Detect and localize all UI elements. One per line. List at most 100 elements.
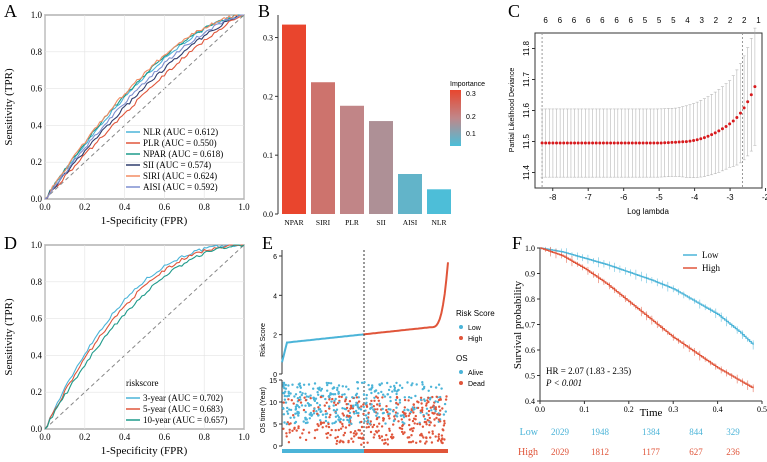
panel-c-point: [594, 141, 598, 145]
panel-e-os-point: [403, 396, 406, 399]
panel-e-os-point: [367, 383, 370, 387]
panel-f-risk-count: 236: [726, 447, 740, 457]
panel-e-os-point: [342, 434, 345, 437]
panel-e-os-point: [415, 441, 418, 444]
panel-a-legend-label: NLR (AUC = 0.612): [143, 127, 218, 137]
panel-c-point: [731, 119, 735, 123]
panel-c-xtick-label: -6: [620, 193, 628, 202]
panel-e-os-point: [439, 420, 442, 423]
panel-b-ytick-label: 0.0: [263, 210, 273, 219]
panel-e-os-point: [297, 425, 300, 428]
panel-e-os-point: [438, 405, 441, 408]
panel-b-xtick-label: NLR: [432, 218, 447, 227]
panel-e-os-point: [390, 437, 394, 440]
panel-e-os-point: [417, 401, 420, 404]
panel-e-os-point: [412, 403, 415, 406]
panel-e-os-point: [362, 412, 365, 416]
panel-e-os-point: [395, 395, 399, 399]
panel-e-os-point: [364, 409, 367, 412]
panel-e-os-point: [378, 383, 382, 387]
panel-e-os-point: [308, 413, 311, 416]
panel-a-roc-curve: [44, 14, 245, 200]
panel-e-os-point: [420, 432, 423, 436]
panel-f-ytick-label: 0.7: [525, 321, 535, 330]
panel-e-os-point: [362, 441, 365, 444]
panel-e-os-point: [406, 381, 409, 384]
panel-e-os-point: [387, 414, 390, 418]
panel-c-point: [641, 141, 645, 145]
panel-e-os-point: [426, 419, 429, 422]
panel-e-os-point: [400, 414, 403, 417]
panel-e-os-point: [419, 396, 423, 399]
panel-e-top-ytick-label: 2: [273, 333, 277, 340]
panel-e-os-point: [360, 405, 363, 408]
panel-e-os-point: [299, 401, 303, 404]
panel-e-os-point: [436, 439, 440, 442]
panel-e-os-point: [347, 439, 350, 443]
panel-a-roc-curve: [44, 14, 244, 200]
panel-d-ytick-label: 0.8: [31, 277, 43, 287]
panel-e-os-point: [416, 422, 419, 426]
panel-e-os-point: [380, 390, 383, 394]
panel-e-os-point: [288, 423, 291, 426]
panel-a-letter: A: [4, 1, 17, 21]
panel-e-os-point: [375, 431, 379, 434]
panel-c-point: [562, 141, 566, 145]
panel-e-os-point: [349, 431, 352, 434]
panel-a-legend-label: PLR (AUC = 0.550): [143, 138, 217, 148]
panel-e-os-point: [398, 401, 402, 404]
panel-d-roc-curve: [44, 244, 244, 430]
panel-e-os-point: [395, 390, 399, 393]
panel-d-ytick-label: 0.0: [31, 424, 43, 434]
panel-a-xtick-label: 0.2: [79, 202, 90, 212]
panel-d-diagonal: [44, 244, 245, 430]
panel-e-os-point: [325, 381, 328, 385]
panel-e-os-point: [297, 399, 301, 402]
panel-e-risk-high-curve: [363, 262, 449, 336]
panel-e-os-point: [388, 417, 391, 420]
panel-e-os-point: [439, 395, 442, 399]
panel-c-top-count: 5: [657, 16, 662, 25]
panel-f-xtick-label: 0.2: [624, 405, 634, 414]
panel-c-point: [699, 137, 703, 141]
panel-e-os-point: [303, 396, 306, 399]
panel-c-point: [692, 139, 696, 143]
panel-e-os-point: [382, 393, 385, 396]
panel-c-point: [598, 141, 602, 145]
panel-c-ytick-label: 11.5: [522, 133, 531, 149]
panel-e-os-point: [373, 399, 376, 402]
panel-f-legend-high: High: [702, 263, 721, 273]
panel-e-os-point: [345, 403, 348, 406]
panel-e-os-point: [293, 416, 296, 419]
panel-e-os-point: [312, 387, 315, 390]
panel-e-os-point: [431, 430, 434, 433]
panel-e-os-point: [363, 381, 366, 384]
panel-e-os-point: [346, 414, 349, 417]
panel-a-xlabel: 1-Specificity (FPR): [101, 215, 188, 227]
panel-e-os-point: [333, 393, 337, 396]
panel-e-os-point: [316, 401, 319, 405]
panel-e-os-point: [373, 433, 376, 436]
panel-d-letter: D: [4, 233, 17, 253]
panel-f-risk-count: 2029: [551, 447, 570, 457]
panel-e-os-point: [434, 406, 437, 409]
panel-c-point: [605, 141, 609, 145]
panel-e-os-point: [372, 408, 375, 411]
panel-e-os-point: [401, 424, 404, 428]
panel-e-os-point: [332, 386, 336, 389]
panel-e-os-point: [282, 413, 286, 416]
panel-e-os-point: [442, 413, 446, 416]
panel-e-os-point: [418, 440, 422, 443]
panel-e-os-point: [370, 403, 373, 406]
panel-e-os-point: [403, 409, 406, 412]
panel-e-os-point: [294, 405, 298, 408]
panel-e-os-point: [440, 387, 443, 390]
panel-e-os-point: [301, 392, 304, 395]
panel-e-legend-low-marker: [459, 325, 463, 329]
panel-e-os-point: [407, 396, 411, 399]
panel-e-os-point: [372, 436, 375, 439]
panel-e-os-point: [414, 418, 417, 421]
panel-f-ytick-label: 0.5: [525, 372, 535, 381]
panel-e-os-point: [288, 408, 291, 411]
panel-e-os-point: [378, 404, 381, 407]
